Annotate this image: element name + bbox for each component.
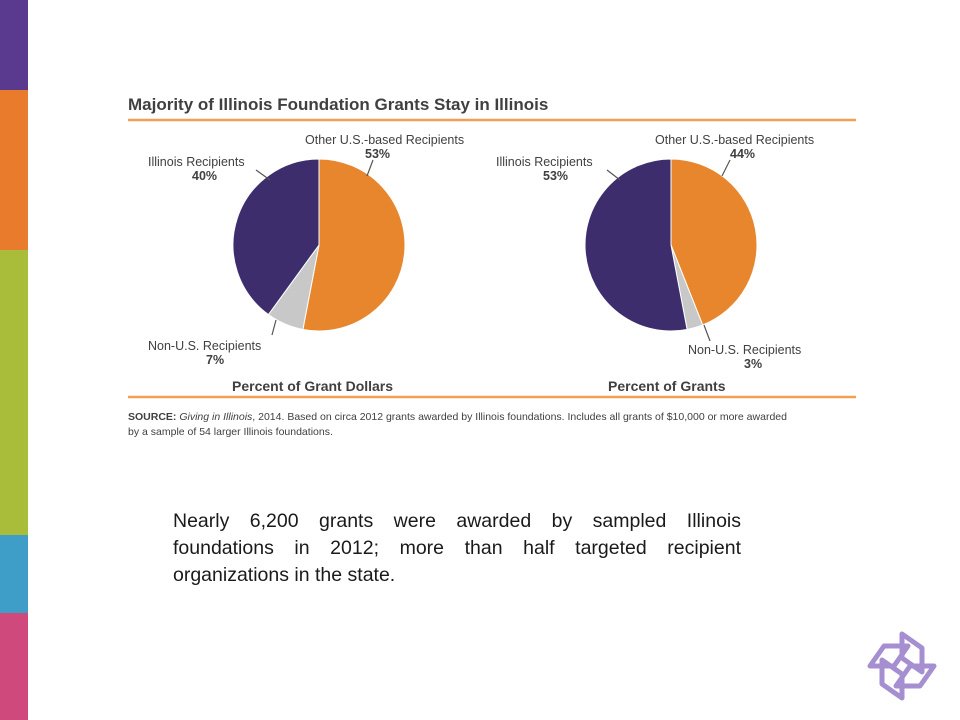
leader-line — [721, 159, 731, 177]
source-line-1: SOURCE: Giving in Illinois, 2014. Based … — [128, 411, 787, 423]
source-label: SOURCE: — [128, 411, 176, 423]
sidebar-band-green — [0, 250, 28, 535]
knot-logo-icon — [864, 628, 940, 704]
pie-chart-grants — [584, 158, 758, 332]
chart-figure: Majority of Illinois Foundation Grants S… — [120, 88, 860, 458]
pie-title-grants: Percent of Grants — [608, 378, 726, 394]
chart-title: Majority of Illinois Foundation Grants S… — [128, 95, 548, 114]
value-other-us-dollars: 53% — [365, 147, 390, 161]
value-non-us-dollars: 7% — [206, 353, 224, 367]
label-other-us-dollars: Other U.S.-based Recipients — [305, 133, 464, 147]
sidebar-band-pink — [0, 613, 28, 720]
sidebar-band-purple — [0, 0, 28, 90]
value-other-us-grants: 44% — [730, 147, 755, 161]
accent-sidebar — [0, 0, 28, 720]
pie-chart-grant-dollars — [232, 158, 406, 332]
sidebar-band-orange — [0, 90, 28, 250]
source-line-2: by a sample of 54 larger Illinois founda… — [128, 426, 333, 438]
chart-svg: Majority of Illinois Foundation Grants S… — [128, 95, 856, 438]
pie-slice-illinois-recipients — [584, 158, 688, 332]
leader-line — [703, 324, 711, 342]
value-illinois-grants: 53% — [543, 169, 568, 183]
leader-line — [271, 319, 277, 336]
value-illinois-dollars: 40% — [192, 169, 217, 183]
label-other-us-grants: Other U.S.-based Recipients — [655, 133, 814, 147]
leader-line — [255, 169, 271, 181]
label-illinois-dollars: Illinois Recipients — [148, 155, 245, 169]
pie-slice-other-u-s-based-recipients — [670, 158, 758, 326]
pie-slice-illinois-recipients — [232, 158, 320, 316]
pie-slice-other-u-s-based-recipients — [302, 158, 406, 332]
source-text-1: , 2014. Based on circa 2012 grants award… — [252, 411, 787, 423]
caption-text: Nearly 6,200 grants were awarded by samp… — [173, 510, 741, 586]
sidebar-band-blue — [0, 535, 28, 613]
label-non-us-dollars: Non-U.S. Recipients — [148, 339, 261, 353]
leader-line — [606, 169, 621, 181]
logo-svg — [867, 631, 937, 701]
leader-line — [366, 159, 374, 177]
pie-title-grant-dollars: Percent of Grant Dollars — [232, 378, 393, 394]
value-non-us-grants: 3% — [744, 357, 762, 371]
label-non-us-grants: Non-U.S. Recipients — [688, 343, 801, 357]
source-italic: Giving in Illinois — [179, 411, 253, 423]
label-illinois-grants: Illinois Recipients — [496, 155, 593, 169]
